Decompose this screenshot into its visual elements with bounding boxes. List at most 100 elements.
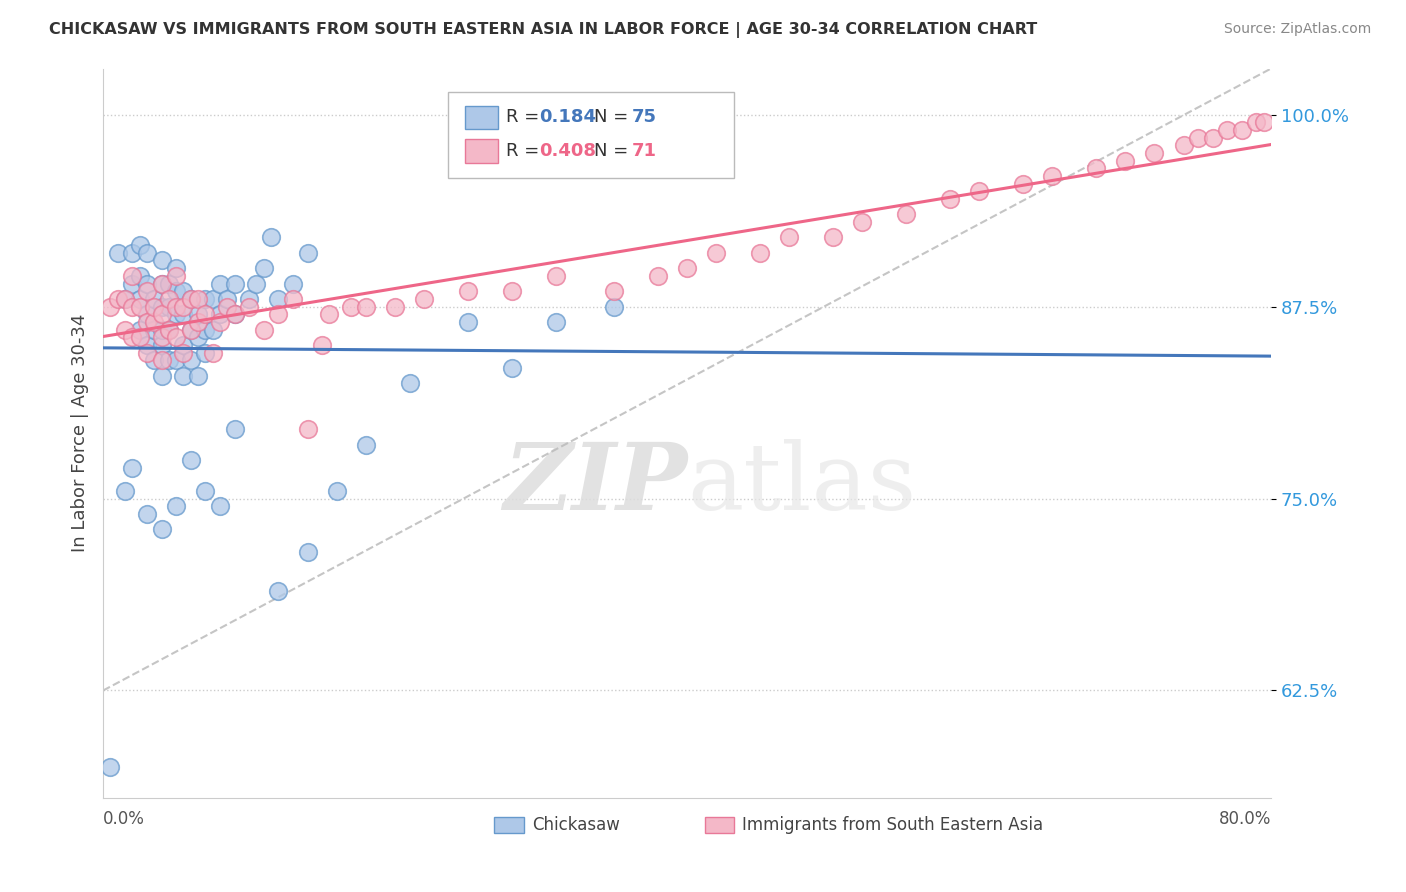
Point bbox=[136, 284, 159, 298]
Point bbox=[281, 292, 304, 306]
Text: CHICKASAW VS IMMIGRANTS FROM SOUTH EASTERN ASIA IN LABOR FORCE | AGE 30-34 CORRE: CHICKASAW VS IMMIGRANTS FROM SOUTH EASTE… bbox=[49, 22, 1038, 38]
Text: ZIP: ZIP bbox=[503, 440, 688, 529]
Text: R =: R = bbox=[506, 142, 546, 160]
Point bbox=[501, 284, 523, 298]
Point bbox=[150, 307, 173, 321]
Point bbox=[114, 322, 136, 336]
Point bbox=[180, 353, 202, 368]
Point bbox=[128, 268, 150, 283]
Point bbox=[224, 307, 246, 321]
Text: N =: N = bbox=[593, 142, 634, 160]
Point bbox=[157, 353, 180, 368]
Point bbox=[136, 315, 159, 329]
Point bbox=[143, 322, 166, 336]
Point bbox=[157, 292, 180, 306]
Point bbox=[150, 253, 173, 268]
Text: Immigrants from South Eastern Asia: Immigrants from South Eastern Asia bbox=[742, 816, 1043, 834]
Point bbox=[676, 261, 699, 276]
Point bbox=[1040, 169, 1063, 183]
Point bbox=[136, 338, 159, 352]
Point bbox=[1202, 130, 1225, 145]
Point bbox=[354, 438, 377, 452]
Point bbox=[180, 292, 202, 306]
Point bbox=[281, 277, 304, 291]
Point bbox=[267, 307, 290, 321]
Point bbox=[297, 422, 319, 436]
Point bbox=[217, 300, 239, 314]
Point bbox=[1143, 146, 1166, 161]
Point bbox=[194, 307, 217, 321]
Text: atlas: atlas bbox=[688, 440, 917, 529]
Point bbox=[318, 307, 340, 321]
Point bbox=[939, 192, 962, 206]
Point bbox=[136, 245, 159, 260]
Point bbox=[194, 322, 217, 336]
Point bbox=[121, 268, 143, 283]
Point bbox=[187, 292, 209, 306]
Point bbox=[121, 460, 143, 475]
Point bbox=[121, 277, 143, 291]
Point bbox=[1253, 115, 1275, 129]
Point bbox=[165, 261, 187, 276]
Point bbox=[967, 185, 990, 199]
Point bbox=[136, 345, 159, 359]
FancyBboxPatch shape bbox=[447, 92, 734, 178]
Point bbox=[851, 215, 873, 229]
Point bbox=[165, 307, 187, 321]
Text: 80.0%: 80.0% bbox=[1219, 810, 1271, 829]
Point bbox=[143, 292, 166, 306]
Point bbox=[398, 376, 420, 391]
Point bbox=[749, 245, 772, 260]
Point bbox=[128, 300, 150, 314]
Point bbox=[172, 338, 194, 352]
Point bbox=[172, 300, 194, 314]
Point bbox=[172, 345, 194, 359]
Point bbox=[253, 261, 276, 276]
Point bbox=[136, 277, 159, 291]
Point bbox=[238, 300, 260, 314]
Point bbox=[165, 284, 187, 298]
Point bbox=[165, 268, 187, 283]
Point bbox=[354, 300, 377, 314]
Bar bbox=[465, 139, 498, 162]
Point bbox=[1246, 115, 1268, 129]
Point bbox=[1114, 153, 1136, 168]
Point bbox=[297, 545, 319, 559]
Point bbox=[150, 322, 173, 336]
Point bbox=[143, 315, 166, 329]
Point bbox=[157, 300, 180, 314]
Point bbox=[201, 292, 224, 306]
Point bbox=[150, 338, 173, 352]
Point bbox=[267, 292, 290, 306]
Point bbox=[603, 300, 626, 314]
Point bbox=[311, 338, 333, 352]
Bar bbox=[704, 817, 734, 833]
Text: 71: 71 bbox=[633, 142, 657, 160]
Text: N =: N = bbox=[593, 109, 634, 127]
Point bbox=[180, 292, 202, 306]
Point bbox=[172, 284, 194, 298]
Point bbox=[201, 345, 224, 359]
Point bbox=[157, 322, 180, 336]
Point bbox=[128, 322, 150, 336]
Point bbox=[325, 483, 347, 498]
Point bbox=[1173, 138, 1195, 153]
Point bbox=[180, 453, 202, 467]
Point bbox=[143, 353, 166, 368]
Text: Source: ZipAtlas.com: Source: ZipAtlas.com bbox=[1223, 22, 1371, 37]
Point bbox=[1084, 161, 1107, 176]
Bar bbox=[495, 817, 523, 833]
Point bbox=[208, 277, 231, 291]
Point bbox=[187, 315, 209, 329]
Point bbox=[1187, 130, 1209, 145]
Point bbox=[187, 307, 209, 321]
Text: 0.0%: 0.0% bbox=[103, 810, 145, 829]
Point bbox=[894, 207, 917, 221]
Point bbox=[224, 422, 246, 436]
Point bbox=[143, 300, 166, 314]
Point bbox=[128, 238, 150, 252]
Point bbox=[157, 322, 180, 336]
Point bbox=[267, 583, 290, 598]
Point bbox=[297, 245, 319, 260]
Point bbox=[340, 300, 363, 314]
